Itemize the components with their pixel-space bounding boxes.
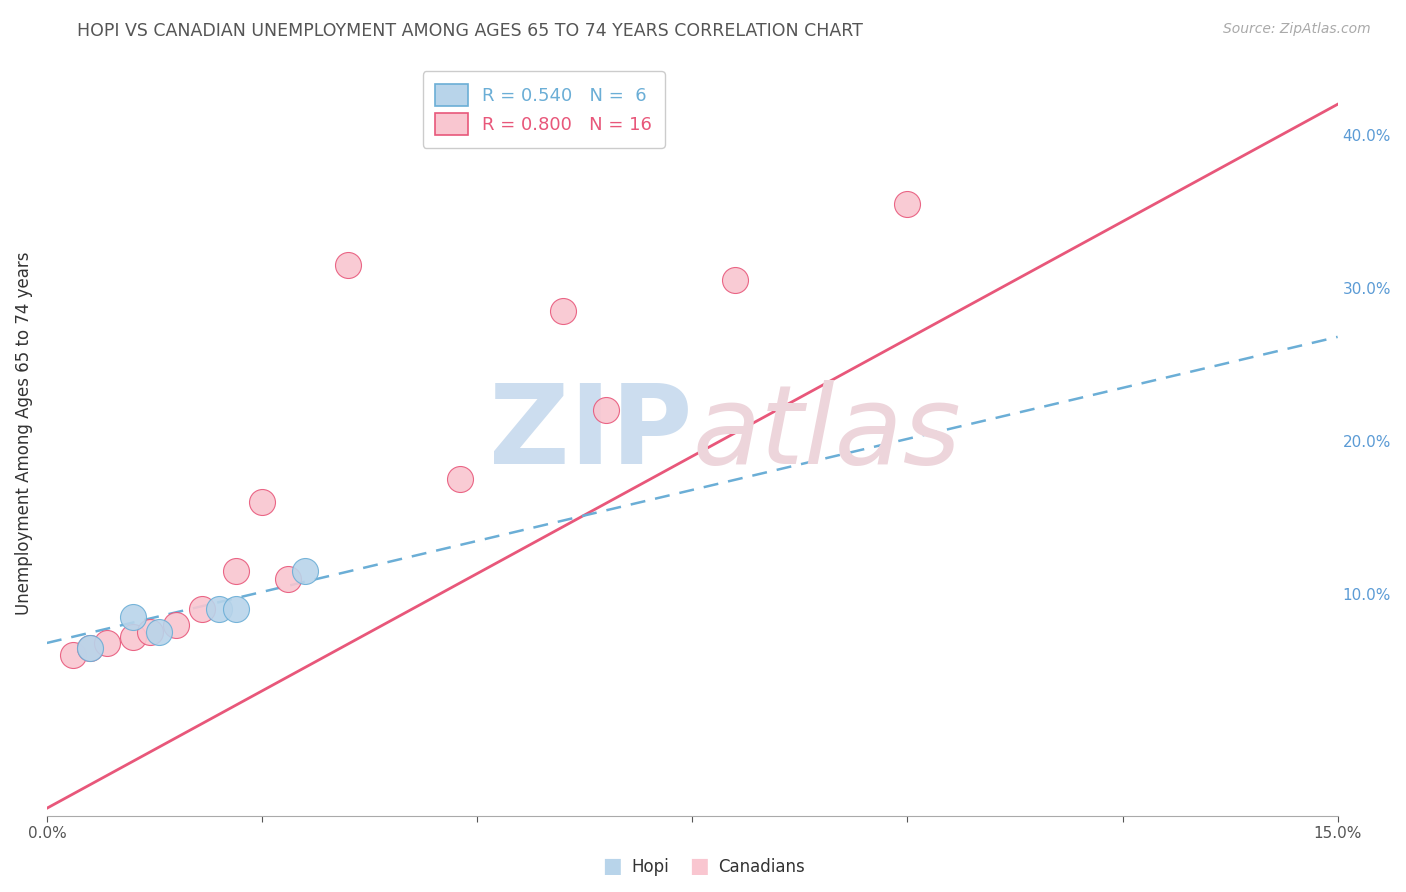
Text: Hopi: Hopi (631, 858, 669, 876)
Point (250, 495, 273, 509)
Point (122, 630, 145, 644)
Point (277, 572, 299, 586)
Text: Canadians: Canadians (718, 858, 806, 876)
Point (208, 602, 231, 616)
Point (294, 564, 316, 578)
Point (79, 640, 101, 655)
Point (191, 602, 214, 616)
Point (79, 640, 101, 655)
Point (724, 273, 747, 287)
Legend: R = 0.540   N =  6, R = 0.800   N = 16: R = 0.540 N = 6, R = 0.800 N = 16 (423, 71, 665, 148)
Text: ■: ■ (689, 856, 709, 876)
Y-axis label: Unemployment Among Ages 65 to 74 years: Unemployment Among Ages 65 to 74 years (15, 252, 32, 615)
Point (595, 403, 617, 417)
Point (225, 602, 247, 616)
Text: ■: ■ (602, 856, 621, 876)
Point (225, 564, 247, 578)
Text: ZIP: ZIP (489, 380, 692, 487)
Point (553, 303, 575, 318)
Point (449, 472, 471, 486)
Point (62, 648, 84, 663)
Text: atlas: atlas (692, 380, 960, 487)
Point (139, 625, 162, 640)
Point (96, 636, 118, 650)
Point (896, 196, 918, 211)
Text: HOPI VS CANADIAN UNEMPLOYMENT AMONG AGES 65 TO 74 YEARS CORRELATION CHART: HOPI VS CANADIAN UNEMPLOYMENT AMONG AGES… (77, 22, 863, 40)
Text: Source: ZipAtlas.com: Source: ZipAtlas.com (1223, 22, 1371, 37)
Point (337, 258, 360, 272)
Point (148, 625, 170, 640)
Point (165, 617, 187, 632)
Point (122, 610, 145, 624)
